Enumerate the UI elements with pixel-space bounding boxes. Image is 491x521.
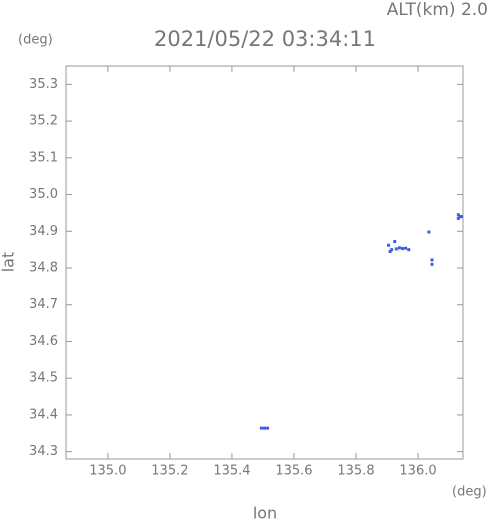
y-unit: (deg) [18, 33, 53, 48]
y-axis-label: lat [0, 252, 18, 273]
point [259, 426, 263, 430]
point [263, 426, 266, 430]
chart-title: 2021/05/22 03:34:11 [154, 27, 376, 51]
x-tick-label: 136.0 [399, 464, 436, 479]
x-tick-label: 135.4 [213, 464, 250, 479]
y-tick-label: 35.3 [29, 77, 58, 92]
point [459, 215, 463, 219]
point [393, 240, 397, 244]
point [401, 247, 405, 251]
y-tick-label: 34.9 [29, 224, 58, 239]
y-tick-label: 34.5 [29, 371, 58, 386]
y-tick-label: 34.3 [29, 444, 58, 459]
point [387, 243, 391, 247]
x-tick-label: 135.8 [337, 464, 374, 479]
x-axis-label: lon [253, 504, 277, 521]
point [394, 247, 398, 251]
point [456, 213, 460, 217]
point [397, 246, 401, 250]
y-tick-label: 34.7 [29, 297, 58, 312]
y-tick-label: 34.6 [29, 334, 58, 349]
point [390, 248, 394, 252]
x-tick-label: 135.6 [275, 464, 312, 479]
point [456, 216, 460, 220]
y-tick-label: 34.8 [29, 261, 58, 276]
point [458, 215, 462, 219]
x-tick-label: 135.2 [151, 464, 188, 479]
point [404, 246, 408, 250]
point [407, 248, 411, 252]
y-tick-label: 34.4 [29, 407, 58, 422]
plot-frame [65, 65, 464, 460]
point [430, 262, 434, 266]
point [430, 258, 434, 262]
point [266, 426, 270, 430]
y-tick-label: 35.1 [29, 150, 58, 165]
point [427, 230, 431, 234]
altitude-label: ALT(km) 2.0 [387, 0, 488, 20]
y-tick-label: 35.0 [29, 187, 58, 202]
x-unit: (deg) [452, 485, 487, 500]
y-tick-label: 35.2 [29, 114, 58, 129]
point [388, 249, 392, 253]
x-tick-label: 135.0 [89, 464, 126, 479]
